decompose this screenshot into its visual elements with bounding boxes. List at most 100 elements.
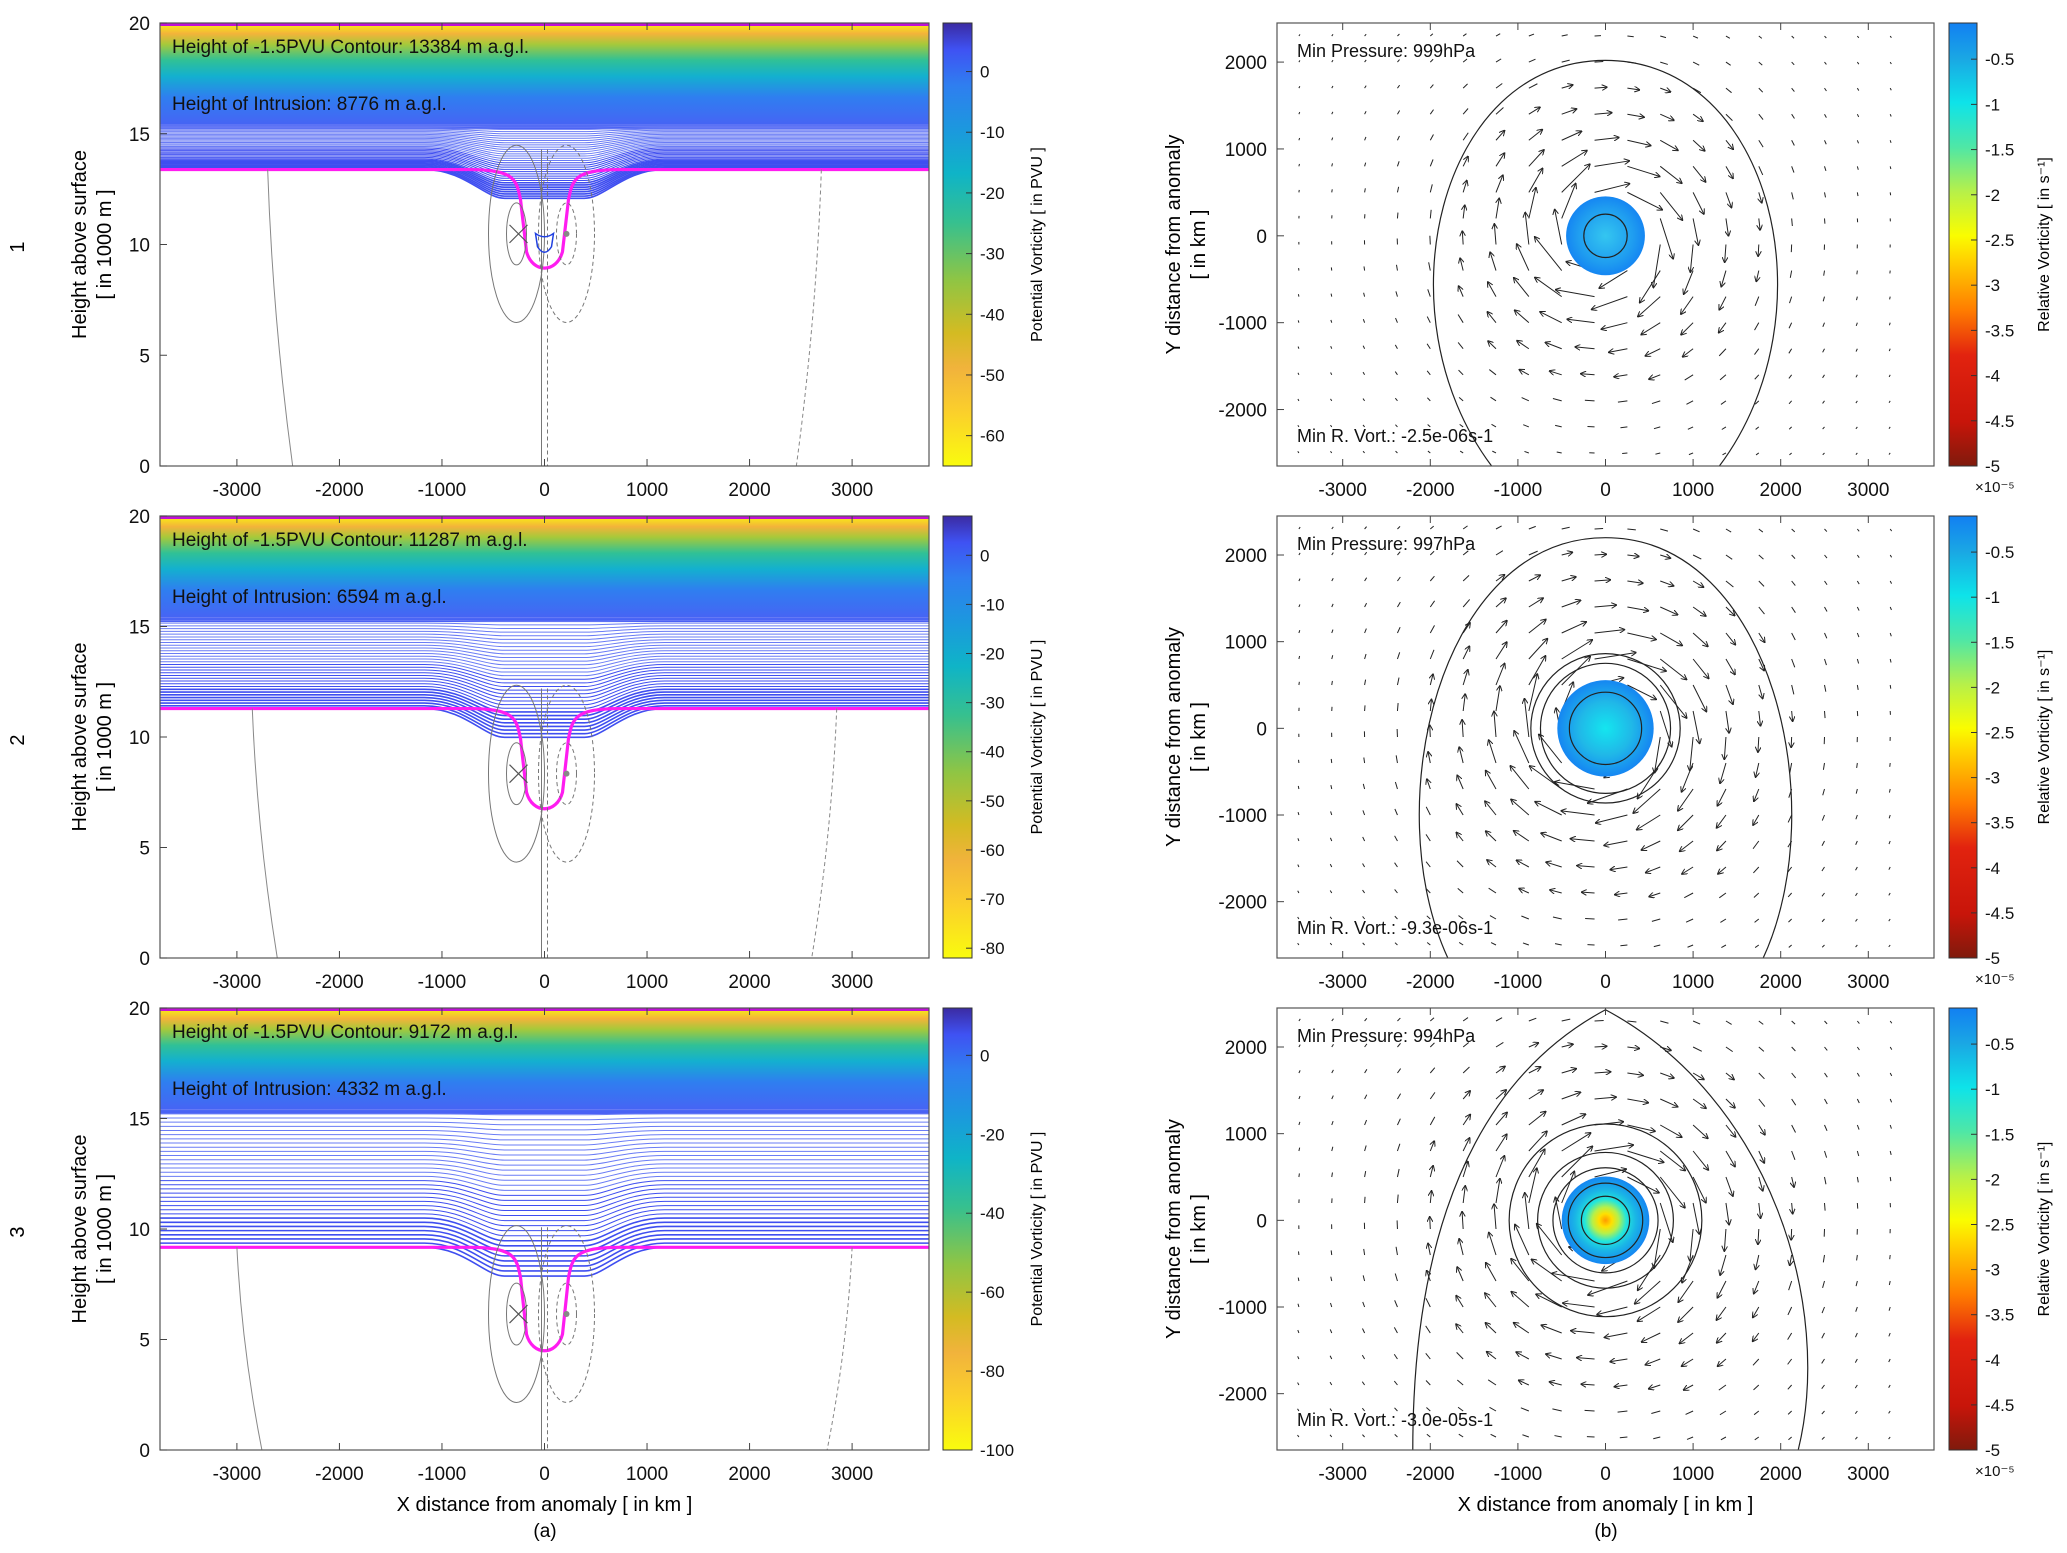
wind-vector [1362, 836, 1366, 842]
annotation-intrusion-height: Height of Intrusion: 8776 m a.g.l. [172, 94, 447, 115]
colorbar-multiplier: ×10⁻⁵ [1975, 479, 2015, 496]
wind-vector [1649, 374, 1661, 379]
wind-vector [1362, 783, 1366, 790]
colorbar-tick-label: -40 [980, 1204, 1005, 1223]
pv-contour-line [160, 1150, 929, 1161]
colorbar-label: Relative Vorticity [ in s⁻¹] [2036, 157, 2053, 332]
y-tick-label: 15 [129, 125, 150, 146]
wind-vector [1791, 1046, 1796, 1052]
wind-vector [1888, 374, 1891, 378]
wind-vector [1561, 1069, 1576, 1074]
y-tick-label: 5 [139, 839, 150, 860]
wind-vector [1486, 1263, 1497, 1282]
pv-contour-line [160, 160, 929, 186]
y-axis-label-units: [ in 1000 m ] [94, 1174, 116, 1284]
wind-vector [1297, 890, 1300, 894]
wind-vector [1725, 1176, 1733, 1196]
wind-vector [1522, 1434, 1530, 1438]
annotation-intrusion-height: Height of Intrusion: 4332 m a.g.l. [172, 1079, 447, 1100]
wind-vector [1575, 347, 1595, 349]
wind-vector [1528, 188, 1536, 219]
annotation-min-vorticity: Min R. Vort.: -2.5e-06s-1 [1297, 426, 1493, 446]
y-tick-label: 1000 [1225, 140, 1267, 161]
wind-vector [1787, 814, 1793, 823]
wind-vector [1627, 35, 1634, 38]
wind-vector [1788, 426, 1792, 430]
wind-vector [1856, 632, 1860, 638]
x-tick-label: -2000 [315, 972, 364, 993]
wind-vector [1888, 918, 1891, 922]
wind-vector [1396, 677, 1400, 686]
wind-vector [1594, 161, 1629, 167]
wind-vector [1397, 551, 1401, 556]
panel-b3: Min Pressure: 994hPa Min R. Vort.: -3.0e-… [1163, 1007, 2053, 1516]
wind-vector [1298, 163, 1300, 167]
row-label-2: 2 [7, 734, 29, 745]
wind-vector [1856, 554, 1860, 558]
wind-vector [1517, 244, 1530, 271]
colorbar: -0.5 -1 -1.5 -2 -2.5 -3 -3.5 -4 -4.5 -5 Relative V… [1948, 1007, 2053, 1480]
wind-vector [1791, 87, 1795, 92]
wind-vector [1456, 1324, 1464, 1334]
colorbar-fill [1948, 515, 1978, 959]
wind-vector [1627, 606, 1648, 611]
wind-vector [1297, 811, 1300, 816]
wind-vector [1457, 314, 1464, 323]
wind-vector [1822, 348, 1825, 353]
wind-vector [1485, 801, 1497, 816]
wind-vector [1331, 1146, 1334, 1152]
wind-vector [1889, 35, 1892, 39]
wind-vector [1429, 134, 1434, 141]
wind-vector [1788, 348, 1793, 354]
y-tick-label: 0 [1256, 227, 1267, 248]
colorbar-tick-label: -3.5 [1985, 814, 2014, 833]
wind-vector [1362, 1301, 1366, 1308]
wind-vector [1491, 423, 1497, 428]
wind-vector [1718, 866, 1727, 874]
wind-vector [1594, 61, 1604, 63]
wind-vector [1822, 1254, 1825, 1263]
wind-vector [1725, 528, 1732, 533]
wind-vector [1719, 322, 1727, 333]
wind-vector [1627, 528, 1636, 531]
wind-vector [1889, 166, 1892, 170]
wind-vector [1394, 835, 1398, 842]
wind-vector [1888, 348, 1891, 352]
wind-vector [1528, 1090, 1543, 1100]
wind-vector [1397, 110, 1401, 115]
wind-contour-solid [506, 202, 527, 266]
pv-contour-line [160, 655, 929, 669]
wind-vector [1856, 684, 1859, 690]
wind-vector [1554, 943, 1562, 946]
wind-vector [1788, 918, 1792, 923]
x-tick-label: -3000 [1318, 1464, 1367, 1485]
isobar [1552, 1167, 1659, 1274]
wind-vector [1692, 1202, 1699, 1234]
wind-contour-dashed [538, 1225, 595, 1403]
wind-vector [1331, 34, 1334, 37]
wind-vector [1496, 199, 1499, 219]
pv-field [160, 23, 929, 130]
wind-vector [1393, 1327, 1398, 1334]
wind-vector [1535, 278, 1562, 298]
x-tick-label: 1000 [1672, 972, 1714, 993]
pv-contour-line [160, 1159, 929, 1171]
wind-vector [1462, 157, 1468, 167]
pv-contour-line [160, 125, 929, 128]
colorbar-tick-label: -80 [980, 1362, 1005, 1381]
wind-vector [1889, 1072, 1893, 1077]
wind-vector [1362, 450, 1365, 454]
plot-area [160, 23, 929, 466]
wind-vector [1298, 1173, 1300, 1178]
wind-vector [1490, 252, 1497, 271]
colorbar-tick-label: -4 [1985, 859, 2000, 878]
wind-vector [1822, 788, 1825, 796]
wind-vector [1462, 108, 1469, 115]
wind-vector [1364, 1170, 1367, 1178]
wind-vector [1889, 528, 1893, 532]
wind-vector [1429, 159, 1434, 167]
wind-vector [1758, 113, 1764, 120]
wind-vector [1856, 140, 1860, 144]
wind-vector [1642, 1332, 1661, 1342]
wind-vector [1599, 270, 1628, 288]
